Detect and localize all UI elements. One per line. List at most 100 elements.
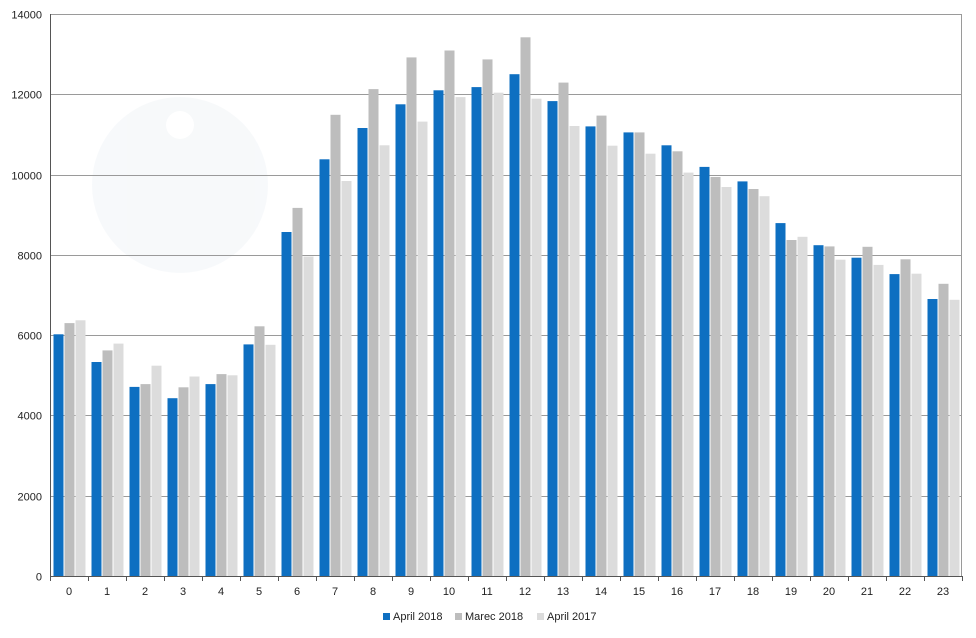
bar-marec-2018-hour-4 — [216, 374, 227, 576]
y-tick-label: 0 — [36, 572, 42, 584]
bar-april-2018-hour-9 — [395, 104, 406, 577]
bar-april-2017-hour-12 — [531, 98, 542, 576]
legend-swatch — [455, 613, 462, 620]
y-tick-label: 8000 — [18, 251, 42, 263]
bar-marec-2018-hour-9 — [406, 57, 417, 576]
bar-april-2018-hour-20 — [813, 245, 824, 576]
bar-april-2018-hour-10 — [433, 90, 444, 577]
x-tick-label: 16 — [671, 586, 683, 598]
bar-april-2018-hour-23 — [927, 299, 938, 576]
bar-marec-2018-hour-11 — [482, 59, 493, 576]
bar-april-2017-hour-14 — [607, 145, 618, 576]
bar-april-2017-hour-15 — [645, 153, 656, 576]
bar-marec-2018-hour-16 — [672, 151, 683, 577]
x-tick-label: 15 — [633, 586, 645, 598]
x-tick-label: 6 — [294, 586, 300, 598]
bar-april-2018-hour-22 — [889, 274, 900, 576]
bar-april-2017-hour-0 — [75, 320, 86, 576]
y-tick-label: 10000 — [11, 171, 42, 183]
bar-april-2017-hour-9 — [417, 121, 428, 576]
legend-swatch — [537, 613, 544, 620]
bar-april-2018-hour-12 — [509, 74, 520, 576]
x-tick-label: 22 — [899, 586, 911, 598]
bar-april-2017-hour-21 — [873, 264, 884, 576]
bar-april-2018-hour-4 — [205, 384, 216, 576]
bar-april-2017-hour-13 — [569, 126, 580, 576]
bar-april-2017-hour-16 — [683, 172, 694, 576]
legend-swatch — [383, 613, 390, 620]
bar-april-2018-hour-0 — [53, 334, 64, 576]
bar-april-2017-hour-8 — [379, 145, 390, 577]
x-tick-label: 13 — [557, 586, 569, 598]
bar-april-2017-hour-2 — [151, 365, 162, 576]
x-tick-label: 9 — [408, 586, 414, 598]
x-tick-label: 17 — [709, 586, 721, 598]
legend-label: Marec 2018 — [465, 611, 523, 623]
x-tick-label: 0 — [66, 586, 72, 598]
bars — [53, 37, 960, 577]
bar-marec-2018-hour-8 — [368, 89, 379, 576]
bar-marec-2018-hour-10 — [444, 50, 455, 576]
bar-april-2017-hour-7 — [341, 181, 352, 576]
x-tick-label: 18 — [747, 586, 759, 598]
bar-marec-2018-hour-5 — [254, 326, 265, 576]
bar-marec-2018-hour-6 — [292, 207, 303, 576]
x-tick-label: 23 — [937, 586, 949, 598]
bar-april-2018-hour-3 — [167, 398, 178, 576]
bar-marec-2018-hour-7 — [330, 114, 341, 577]
bar-april-2018-hour-15 — [623, 132, 634, 576]
bar-marec-2018-hour-22 — [900, 259, 911, 576]
bar-april-2018-hour-8 — [357, 128, 368, 576]
bar-april-2018-hour-11 — [471, 87, 482, 576]
bar-marec-2018-hour-0 — [64, 323, 75, 576]
bar-april-2017-hour-22 — [911, 273, 922, 576]
bar-marec-2018-hour-18 — [748, 189, 759, 576]
y-tick-label: 12000 — [11, 90, 42, 102]
x-tick-label: 7 — [332, 586, 338, 598]
bar-marec-2018-hour-19 — [786, 240, 797, 576]
bar-april-2018-hour-13 — [547, 101, 558, 576]
watermark-logo — [92, 97, 268, 273]
x-tick-label: 10 — [443, 586, 455, 598]
x-tick-label: 14 — [595, 586, 607, 598]
legend-label: April 2018 — [393, 611, 443, 623]
x-tick-label: 5 — [256, 586, 262, 598]
bar-april-2018-hour-6 — [281, 232, 292, 576]
bar-april-2017-hour-3 — [189, 376, 200, 576]
bar-marec-2018-hour-20 — [824, 246, 835, 576]
bar-april-2018-hour-2 — [129, 386, 140, 576]
bar-marec-2018-hour-14 — [596, 115, 607, 576]
bar-april-2018-hour-21 — [851, 257, 862, 576]
bar-april-2017-hour-17 — [721, 187, 732, 576]
bar-marec-2018-hour-17 — [710, 177, 721, 576]
bar-marec-2018-hour-21 — [862, 246, 873, 577]
bar-april-2017-hour-11 — [493, 92, 504, 576]
bar-april-2018-hour-18 — [737, 181, 748, 576]
bar-marec-2018-hour-2 — [140, 384, 151, 576]
bar-april-2017-hour-20 — [835, 259, 846, 576]
bar-april-2018-hour-19 — [775, 223, 786, 576]
legend: April 2018 Marec 2018 April 2017 — [383, 611, 597, 623]
bar-marec-2018-hour-23 — [938, 283, 949, 576]
bar-april-2018-hour-14 — [585, 126, 596, 577]
x-tick-label: 21 — [861, 586, 873, 598]
x-axis-ticks: 0 1 2 3 4 5 6 7 8 9 10 11 12 13 14 15 16 17 18 19 20 21 22 23 — [50, 576, 963, 598]
bar-april-2018-hour-16 — [661, 145, 672, 577]
bar-april-2017-hour-10 — [455, 97, 466, 576]
x-tick-label: 12 — [519, 586, 531, 598]
bar-marec-2018-hour-12 — [520, 37, 531, 577]
bar-april-2018-hour-1 — [91, 362, 102, 576]
bar-april-2017-hour-23 — [949, 299, 960, 576]
y-tick-label: 14000 — [11, 10, 42, 22]
bar-april-2018-hour-17 — [699, 166, 710, 576]
grid-lines — [50, 14, 962, 497]
bar-april-2017-hour-1 — [113, 343, 124, 576]
bar-april-2018-hour-5 — [243, 344, 254, 576]
bar-april-2017-hour-19 — [797, 236, 808, 577]
x-tick-label: 8 — [370, 586, 376, 598]
bar-april-2017-hour-4 — [227, 375, 238, 576]
y-tick-label: 2000 — [18, 492, 42, 504]
y-axis-ticks: 0 2000 4000 6000 8000 10000 12000 14000 — [11, 10, 42, 584]
x-tick-label: 11 — [481, 586, 492, 598]
x-tick-label: 20 — [823, 586, 835, 598]
